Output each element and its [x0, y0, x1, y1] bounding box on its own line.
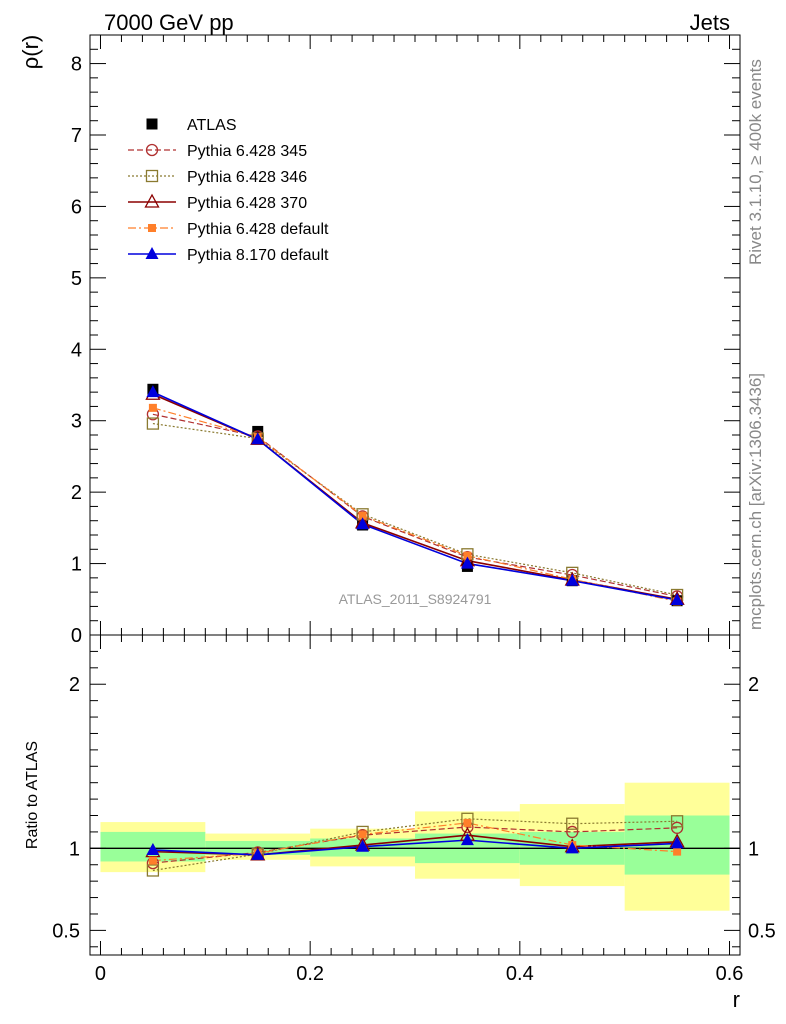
- ratio-series-point: [460, 833, 474, 846]
- legend: ATLAS Pythia 6.428 345 Pythia 6.428 346 Pyt…: [128, 117, 329, 264]
- header-category-label: Jets: [690, 10, 730, 35]
- series-point: [463, 551, 472, 560]
- main-y-tick-label: 7: [71, 125, 82, 147]
- main-y-tick-label: 2: [71, 482, 82, 504]
- series-point: [670, 593, 684, 605]
- x-axis-label: r: [733, 987, 740, 1012]
- series-line: [152, 407, 678, 603]
- series-point: [565, 573, 579, 586]
- x-tick-label: 0.4: [506, 963, 534, 985]
- ratio-y-tick-label: 0.5: [52, 920, 80, 942]
- main-y-tick-label: 1: [71, 554, 82, 576]
- rivet-version-label: Rivet 3.1.10, ≥ 400k events: [746, 59, 765, 265]
- series-line: [152, 391, 678, 601]
- ratio-y-tick-label-right: 1: [748, 838, 759, 860]
- legend-marker-data: [146, 118, 158, 130]
- legend-marker: [148, 224, 156, 232]
- ratio-series-point: [670, 836, 684, 849]
- series-line: [152, 413, 678, 598]
- series-point: [460, 556, 474, 569]
- legend-label-data: ATLAS: [187, 117, 237, 134]
- legend-label: Pythia 6.428 345: [187, 143, 307, 160]
- series-point: [148, 403, 157, 412]
- analysis-label: ATLAS_2011_S8924791: [339, 591, 492, 607]
- series-point: [356, 517, 370, 530]
- ratio-y-tick-label-right: 0.5: [748, 920, 776, 942]
- main-y-tick-label: 5: [71, 268, 82, 290]
- ratio-series-line: [152, 818, 678, 872]
- legend-marker: [144, 193, 160, 208]
- ratio-series-line: [152, 839, 678, 856]
- ratio-y-axis-label: Ratio to ATLAS: [24, 741, 41, 849]
- ratio-series-point: [146, 842, 160, 855]
- legend-marker: [145, 143, 159, 157]
- legend-label: Pythia 6.428 346: [187, 169, 307, 186]
- main-y-axis-label: ρ(r): [18, 35, 43, 70]
- legend-marker: [145, 247, 159, 259]
- header-process-label: 7000 GeV pp: [104, 10, 234, 35]
- ratio-series-point: [670, 815, 684, 828]
- x-tick-label: 0: [95, 963, 106, 985]
- ratio-series-point: [251, 847, 265, 860]
- ratio-series-point: [463, 818, 472, 827]
- main-y-tick-label: 4: [71, 339, 82, 361]
- series-line: [152, 393, 678, 601]
- ratio-series-point: [358, 830, 367, 839]
- main-plot: 0 1 2 3 4 5 6 7 8: [71, 34, 741, 647]
- ratio-series-point: [148, 856, 157, 865]
- ratio-series-point: [566, 817, 579, 830]
- ratio-series-line: [152, 826, 678, 864]
- legend-label: Pythia 6.428 370: [187, 195, 307, 212]
- ratio-series-point: [673, 847, 682, 856]
- ratio-series-point: [670, 821, 684, 834]
- main-y-tick-label: 6: [71, 196, 82, 218]
- ratio-series-point: [146, 864, 160, 877]
- ratio-series-point: [566, 825, 579, 839]
- ratio-y-tick-label-right: 2: [748, 674, 759, 696]
- series-point: [358, 511, 367, 520]
- series-point: [146, 385, 160, 398]
- ratio-y-tick-label: 2: [69, 674, 80, 696]
- series-point: [251, 432, 265, 445]
- x-tick-label: 0.2: [296, 963, 324, 985]
- legend-label: Pythia 6.428 default: [187, 221, 329, 238]
- legend-label: Pythia 8.170 default: [187, 247, 329, 264]
- main-y-tick-label: 3: [71, 411, 82, 433]
- ratio-series-point: [356, 839, 370, 852]
- series-point: [146, 417, 160, 430]
- main-y-tick-label: 0: [71, 625, 82, 647]
- mcplots-reference-label: mcplots.cern.ch [arXiv:1306.3436]: [746, 373, 765, 630]
- ratio-series-point: [565, 841, 579, 854]
- main-y-tick-label: 8: [71, 54, 82, 76]
- series-line: [152, 422, 678, 596]
- legend-marker: [145, 169, 159, 183]
- ratio-plot: 0.5 0.5 1 1 2 2 0 0.2 0.4 0.6: [52, 634, 776, 985]
- x-tick-label: 0.6: [716, 963, 744, 985]
- ratio-y-tick-label: 1: [69, 838, 80, 860]
